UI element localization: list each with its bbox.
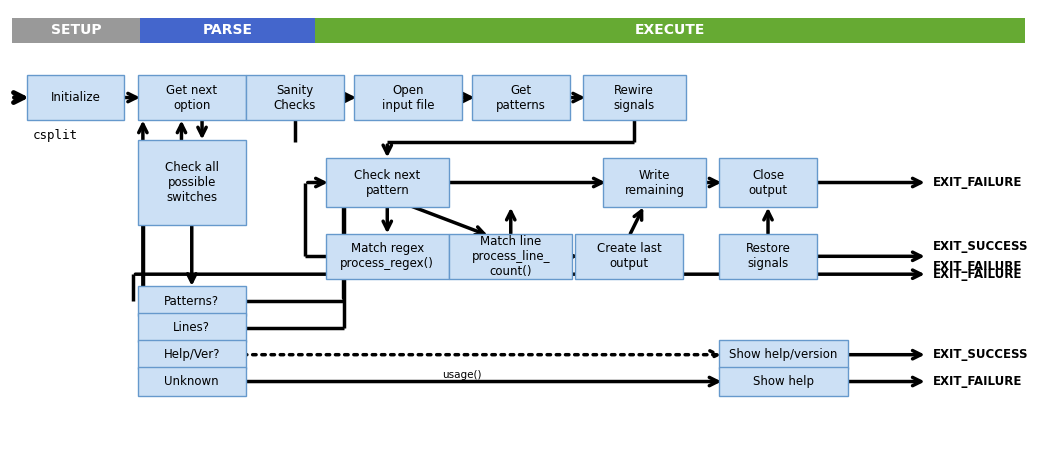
Text: Get
patterns: Get patterns (496, 84, 546, 112)
Text: EXIT_SUCCESS: EXIT_SUCCESS (932, 240, 1028, 253)
Text: Show help: Show help (753, 375, 814, 388)
FancyBboxPatch shape (26, 75, 124, 120)
Text: Create last
output: Create last output (596, 242, 662, 270)
Text: Check all
possible
switches: Check all possible switches (165, 161, 218, 204)
FancyBboxPatch shape (138, 313, 246, 342)
Text: EXIT_SUCCESS: EXIT_SUCCESS (932, 348, 1028, 361)
Text: Patterns?: Patterns? (164, 295, 219, 307)
Text: Help/Ver?: Help/Ver? (164, 348, 220, 361)
Bar (12, 18, 141, 43)
Text: Match line
process_line_
count(): Match line process_line_ count() (471, 235, 550, 278)
Text: SETUP: SETUP (50, 23, 101, 37)
Bar (315, 18, 1025, 43)
FancyBboxPatch shape (719, 367, 847, 396)
Text: Rewire
signals: Rewire signals (613, 84, 655, 112)
Text: Match regex
process_regex(): Match regex process_regex() (340, 242, 435, 270)
Text: usage(): usage() (442, 370, 482, 380)
Text: PARSE: PARSE (203, 23, 253, 37)
FancyBboxPatch shape (326, 234, 449, 279)
Bar (141, 18, 315, 43)
Text: Check next
pattern: Check next pattern (354, 168, 420, 197)
Text: Restore
signals: Restore signals (746, 242, 791, 270)
FancyBboxPatch shape (246, 75, 343, 120)
Text: Get next
option: Get next option (166, 84, 217, 112)
Text: Sanity
Checks: Sanity Checks (273, 84, 316, 112)
Text: EXIT_FAILURE: EXIT_FAILURE (932, 176, 1022, 189)
Text: Initialize: Initialize (50, 91, 101, 104)
Text: Show help/version: Show help/version (730, 348, 838, 361)
Text: EXIT_FAILURE: EXIT_FAILURE (932, 260, 1022, 273)
Text: Unknown: Unknown (165, 375, 219, 388)
FancyBboxPatch shape (138, 367, 246, 396)
FancyBboxPatch shape (575, 234, 684, 279)
Text: EXIT_FAILURE: EXIT_FAILURE (932, 268, 1022, 281)
Text: csplit: csplit (33, 129, 78, 142)
FancyBboxPatch shape (472, 75, 570, 120)
FancyBboxPatch shape (354, 75, 462, 120)
FancyBboxPatch shape (719, 234, 817, 279)
FancyBboxPatch shape (583, 75, 686, 120)
FancyBboxPatch shape (604, 158, 707, 207)
Text: Open
input file: Open input file (381, 84, 434, 112)
FancyBboxPatch shape (138, 340, 246, 369)
Text: EXECUTE: EXECUTE (635, 23, 706, 37)
Text: EXIT_FAILURE: EXIT_FAILURE (932, 375, 1022, 388)
FancyBboxPatch shape (138, 75, 246, 120)
Text: Close
output: Close output (749, 168, 788, 197)
FancyBboxPatch shape (719, 340, 847, 369)
FancyBboxPatch shape (138, 140, 246, 225)
FancyBboxPatch shape (138, 287, 246, 315)
Text: Lines?: Lines? (173, 321, 210, 334)
Text: Write
remaining: Write remaining (625, 168, 685, 197)
FancyBboxPatch shape (326, 158, 449, 207)
FancyBboxPatch shape (449, 234, 572, 279)
FancyBboxPatch shape (719, 158, 817, 207)
